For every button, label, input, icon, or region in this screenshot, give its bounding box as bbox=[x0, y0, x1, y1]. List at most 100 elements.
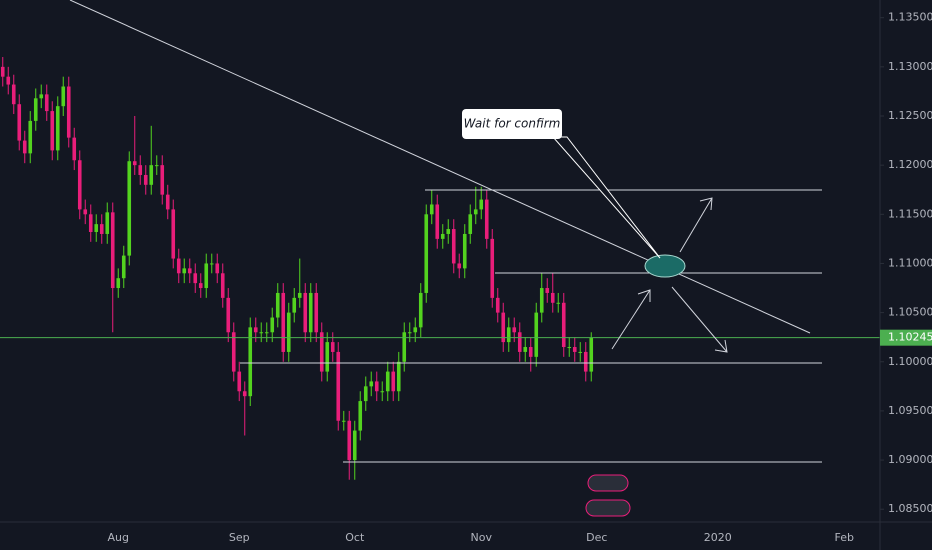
candle-body bbox=[341, 420, 346, 422]
candle-body bbox=[517, 332, 522, 352]
candle-body bbox=[94, 224, 99, 232]
candle-body bbox=[237, 371, 242, 392]
candle-body bbox=[187, 268, 192, 274]
y-tick-label: 1.10000 bbox=[888, 355, 932, 368]
y-tick-label: 1.09500 bbox=[888, 404, 932, 417]
candle-body bbox=[149, 165, 154, 185]
badge bbox=[587, 474, 629, 492]
candle-body bbox=[506, 327, 511, 343]
candle-body bbox=[105, 212, 110, 234]
last-price-label: 1.10245 bbox=[888, 331, 932, 344]
candle-body bbox=[220, 273, 225, 298]
candle-body bbox=[17, 104, 22, 141]
trend-line bbox=[69, 0, 811, 334]
candle-body bbox=[286, 312, 291, 352]
candle-body bbox=[77, 160, 82, 210]
candle-body bbox=[567, 347, 572, 349]
candle-body bbox=[462, 233, 467, 269]
candle-body bbox=[55, 106, 60, 151]
x-tick-label: Nov bbox=[471, 531, 493, 544]
arrow bbox=[671, 286, 728, 353]
candle-body bbox=[528, 347, 533, 357]
candle-body bbox=[253, 327, 258, 333]
candle-body bbox=[336, 351, 341, 421]
candle-body bbox=[484, 199, 489, 239]
candle-body bbox=[160, 165, 165, 195]
y-tick-label: 1.13000 bbox=[888, 60, 932, 73]
candle-body bbox=[418, 292, 423, 328]
candle-body bbox=[297, 292, 302, 298]
candle-body bbox=[380, 391, 385, 393]
candle-body bbox=[446, 229, 451, 234]
candle-body bbox=[264, 332, 269, 334]
candle-body bbox=[116, 278, 121, 289]
candle-body bbox=[28, 120, 33, 154]
candle-body bbox=[132, 161, 137, 166]
x-tick-label: Aug bbox=[108, 531, 129, 544]
candle-body bbox=[270, 317, 275, 333]
candle-body bbox=[495, 297, 500, 313]
candle-body bbox=[138, 165, 143, 175]
candle-body bbox=[303, 292, 308, 333]
candle-body bbox=[6, 76, 11, 85]
candle-body bbox=[391, 371, 396, 392]
candle-body bbox=[121, 255, 126, 279]
candle-body bbox=[209, 263, 214, 265]
candle-body bbox=[143, 174, 148, 185]
candle-body bbox=[583, 351, 588, 372]
candle-body bbox=[61, 86, 66, 107]
candle-body bbox=[396, 361, 401, 392]
x-tick-label: Sep bbox=[229, 531, 250, 544]
candle-body bbox=[281, 292, 286, 352]
candle-body bbox=[501, 312, 506, 343]
y-tick-label: 1.12500 bbox=[888, 109, 932, 122]
last-price-box bbox=[880, 329, 932, 346]
y-tick-label: 1.11500 bbox=[888, 207, 932, 220]
x-tick-label: 2020 bbox=[704, 531, 732, 544]
candle-body bbox=[457, 263, 462, 269]
candle-body bbox=[556, 302, 561, 304]
candle-body bbox=[0, 66, 5, 77]
candle-body bbox=[259, 332, 264, 334]
candle-body bbox=[479, 199, 484, 210]
candle-body bbox=[33, 98, 38, 121]
candle-body bbox=[413, 327, 418, 333]
x-tick-label: Feb bbox=[835, 531, 854, 544]
candle-body bbox=[83, 209, 88, 215]
candle-body bbox=[231, 332, 236, 372]
candle-body bbox=[88, 214, 93, 232]
candle-body bbox=[165, 194, 170, 210]
candle-body bbox=[99, 224, 104, 234]
candle-body bbox=[534, 312, 539, 357]
candle-body bbox=[589, 337, 594, 372]
candle-body bbox=[352, 430, 357, 461]
candle-body bbox=[198, 283, 203, 289]
candle-body bbox=[424, 214, 429, 293]
arrow bbox=[679, 197, 713, 253]
candle-body bbox=[226, 297, 231, 333]
callout-box bbox=[462, 109, 562, 139]
candle-body bbox=[275, 292, 280, 318]
candle-body bbox=[374, 381, 379, 392]
candle-body bbox=[39, 94, 44, 99]
candle-body bbox=[429, 204, 434, 215]
candle-body bbox=[347, 420, 352, 461]
candle-body bbox=[248, 327, 253, 397]
candle-body bbox=[545, 288, 550, 293]
y-tick-label: 1.09000 bbox=[888, 453, 932, 466]
candle-body bbox=[193, 273, 198, 284]
candle-body bbox=[363, 386, 368, 402]
callout-text: Wait for confirm bbox=[464, 117, 561, 131]
candle-body bbox=[325, 342, 330, 372]
candle-body bbox=[72, 137, 77, 161]
candle-body bbox=[44, 94, 49, 112]
candle-body bbox=[402, 332, 407, 362]
candle-body bbox=[50, 111, 55, 151]
candle-body bbox=[490, 238, 495, 298]
candle-body bbox=[204, 263, 209, 289]
candle-body bbox=[407, 332, 412, 334]
candle-body bbox=[550, 292, 555, 303]
candle-body bbox=[66, 86, 71, 138]
